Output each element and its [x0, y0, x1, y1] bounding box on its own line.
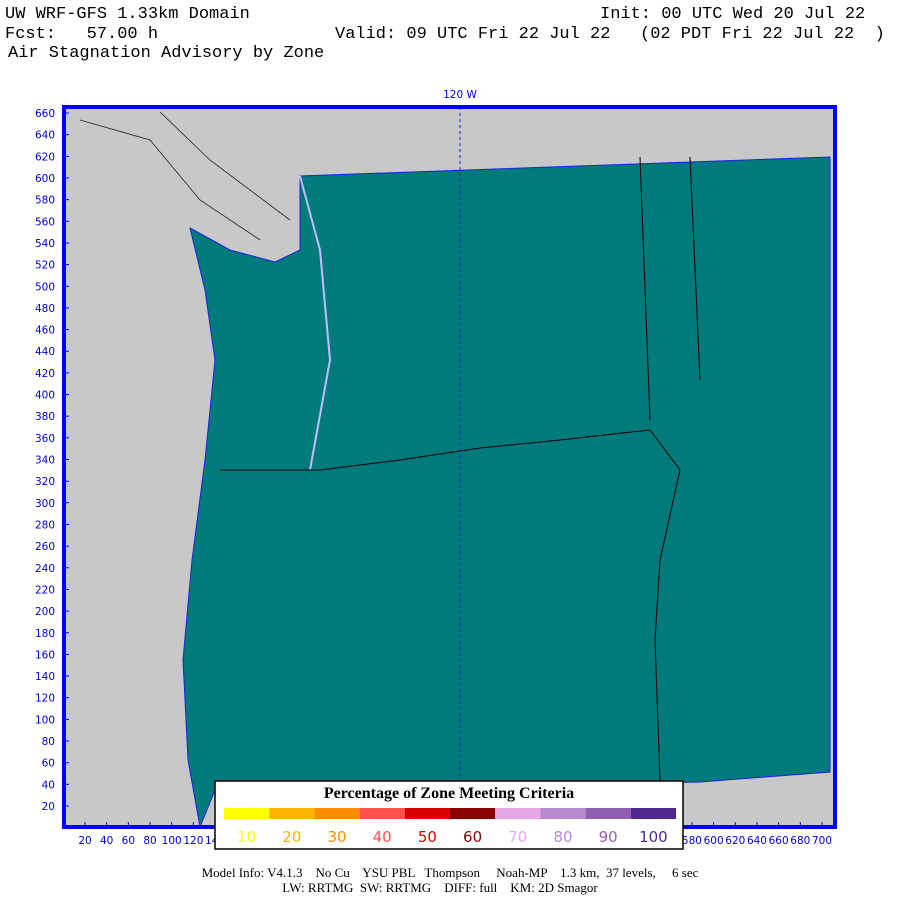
y-tick-label: 120 [35, 693, 55, 705]
legend-label: 90 [599, 828, 618, 846]
y-tick-label: 340 [35, 455, 55, 467]
y-tick-label: 580 [35, 195, 55, 207]
y-tick-label: 300 [35, 498, 55, 510]
y-tick-label: 200 [35, 606, 55, 618]
legend-swatch [630, 808, 676, 819]
y-tick-label: 620 [35, 151, 55, 163]
y-tick-label: 600 [35, 173, 55, 185]
legend-swatch [314, 808, 360, 819]
y-tick-label: 420 [35, 368, 55, 380]
legend-label: 70 [508, 828, 527, 846]
y-tick-label: 260 [35, 541, 55, 553]
legend-title: Percentage of Zone Meeting Criteria [324, 785, 574, 802]
coastline [79, 111, 291, 241]
y-tick-label: 20 [42, 801, 55, 813]
y-tick-label: 180 [35, 628, 55, 640]
y-tick-label: 400 [35, 390, 55, 402]
y-tick-label: 40 [42, 779, 55, 791]
legend-swatch [540, 808, 586, 819]
y-tick-label: 560 [35, 216, 55, 228]
y-tick-label: 280 [35, 519, 55, 531]
x-tick-label: 700 [812, 835, 832, 847]
legend-swatch [224, 808, 270, 819]
y-tick-label: 500 [35, 281, 55, 293]
y-tick-label: 220 [35, 584, 55, 596]
x-tick-label: 20 [78, 835, 91, 847]
y-tick-label: 460 [35, 325, 55, 337]
forecast-hour: Fcst: 57.00 h [5, 25, 158, 44]
y-tick-label: 440 [35, 346, 55, 358]
legend-label: 80 [553, 828, 572, 846]
valid-time: Valid: 09 UTC Fri 22 Jul 22 [335, 25, 610, 44]
x-tick-label: 600 [704, 835, 724, 847]
legend-label: 40 [373, 828, 392, 846]
y-tick-label: 60 [42, 758, 55, 770]
legend-label: 20 [282, 828, 301, 846]
legend-swatch [585, 808, 631, 819]
legend-swatch [404, 808, 450, 819]
legend-label: 50 [418, 828, 437, 846]
valid-local: (02 PDT Fri 22 Jul 22 ) [640, 25, 885, 44]
legend-label: 60 [463, 828, 482, 846]
x-tick-label: 640 [747, 835, 767, 847]
x-tick-label: 40 [100, 835, 113, 847]
legend-swatch [450, 808, 496, 819]
y-tick-label: 160 [35, 649, 55, 661]
x-tick-label: 680 [790, 835, 810, 847]
model-info: Model Info: V4.1.3 No Cu YSU PBL Thompso… [202, 865, 699, 880]
y-tick-label: 80 [42, 736, 55, 748]
x-tick-label: 660 [769, 835, 789, 847]
x-tick-label: 580 [682, 835, 702, 847]
legend: Percentage of Zone Meeting Criteria 10 20… [214, 780, 684, 850]
y-tick-label: 540 [35, 238, 55, 250]
product-name: Air Stagnation Advisory by Zone [8, 44, 324, 63]
state-border [220, 429, 681, 781]
legend-label: 30 [327, 828, 346, 846]
title: UW WRF-GFS 1.33km Domain [5, 5, 250, 24]
x-tick-label: 80 [143, 835, 156, 847]
y-tick-label: 480 [35, 303, 55, 315]
model-physics: LW: RRTMG SW: RRTMG DIFF: full KM: 2D Sm… [282, 880, 598, 895]
y-tick-label: 660 [35, 108, 55, 120]
meridian-label: 120 W [443, 89, 477, 101]
legend-label: 10 [237, 828, 256, 846]
x-tick-label: 60 [122, 835, 135, 847]
state-border [639, 156, 701, 421]
x-tick-label: 100 [162, 835, 182, 847]
legend-label: 100 [639, 828, 668, 846]
y-tick-label: 140 [35, 671, 55, 683]
y-tick-label: 100 [35, 714, 55, 726]
map [62, 105, 837, 829]
y-tick-label: 320 [35, 476, 55, 488]
y-tick-label: 360 [35, 433, 55, 445]
y-tick-label: 380 [35, 411, 55, 423]
y-tick-label: 520 [35, 260, 55, 272]
y-tick-label: 640 [35, 130, 55, 142]
legend-swatch [269, 808, 315, 819]
legend-swatch [495, 808, 541, 819]
init-time: Init: 00 UTC Wed 20 Jul 22 [600, 5, 865, 24]
legend-swatch [359, 808, 405, 819]
puget-sound [299, 175, 332, 471]
y-tick-label: 240 [35, 563, 55, 575]
x-tick-label: 120 [183, 835, 203, 847]
x-tick-label: 620 [725, 835, 745, 847]
